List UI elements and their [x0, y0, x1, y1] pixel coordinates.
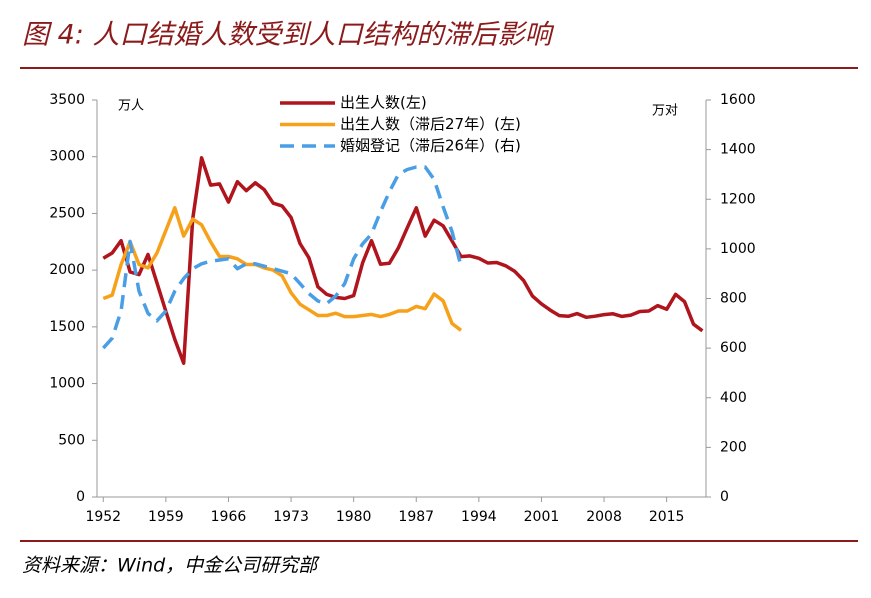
y-tick-label: 2000 [49, 262, 85, 278]
x-tick-label: 1980 [336, 509, 372, 525]
y2-tick-label: 1000 [720, 241, 756, 257]
y-axis-unit: 万人 [118, 99, 144, 114]
legend-label: 出生人数(左) [340, 94, 427, 112]
y2-axis-unit: 万对 [652, 104, 678, 119]
x-tick-label: 1966 [211, 509, 247, 525]
y2-tick-label: 1600 [720, 92, 756, 108]
y2-tick-label: 400 [720, 390, 747, 406]
y-tick-label: 1500 [49, 319, 85, 335]
y-tick-label: 3000 [49, 149, 85, 165]
chart-title: 图 4: 人口结婚人数受到人口结构的滞后影响 [22, 20, 554, 51]
x-tick-label: 2015 [649, 509, 685, 525]
y2-tick-label: 0 [720, 489, 729, 505]
legend-label: 婚姻登记（滞后26年）(右) [340, 137, 521, 155]
x-tick-label: 2008 [586, 509, 622, 525]
y2-tick-label: 200 [720, 439, 747, 455]
legend-label: 出生人数（滞后27年）(左) [340, 115, 521, 133]
x-tick-label: 1952 [85, 509, 121, 525]
y-tick-label: 0 [76, 489, 85, 505]
x-tick-label: 2001 [524, 509, 560, 525]
x-tick-label: 1973 [273, 509, 309, 525]
x-tick-label: 1994 [461, 509, 497, 525]
y2-tick-label: 800 [720, 291, 747, 307]
series-line [102, 206, 463, 332]
x-tick-label: 1987 [398, 509, 434, 525]
x-tick-label: 1959 [148, 509, 184, 525]
y-tick-label: 3500 [49, 92, 85, 108]
y-tick-label: 1000 [49, 376, 85, 392]
source: 资料来源：Wind，中金公司研究部 [22, 555, 320, 577]
y2-tick-label: 600 [720, 340, 747, 356]
y-tick-label: 500 [58, 432, 85, 448]
series-line [101, 165, 463, 350]
y-tick-label: 2500 [49, 205, 85, 221]
y2-tick-label: 1200 [720, 191, 756, 207]
y2-tick-label: 1400 [720, 142, 756, 158]
series-line [102, 156, 704, 365]
